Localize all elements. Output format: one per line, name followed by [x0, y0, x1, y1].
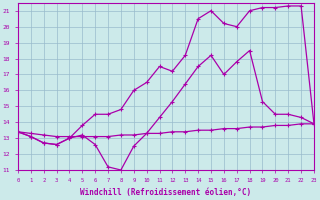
X-axis label: Windchill (Refroidissement éolien,°C): Windchill (Refroidissement éolien,°C): [80, 188, 252, 197]
